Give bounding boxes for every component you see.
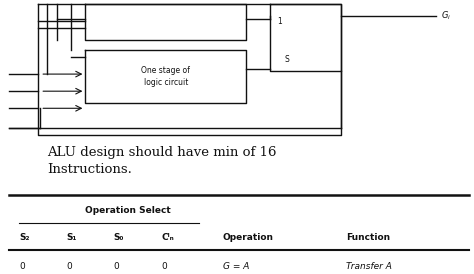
Text: 0: 0	[161, 262, 167, 271]
Text: 0: 0	[66, 262, 72, 271]
Text: Function: Function	[346, 233, 390, 242]
Text: S: S	[284, 55, 289, 64]
Text: 0: 0	[114, 262, 119, 271]
Text: S₁: S₁	[66, 233, 77, 242]
Text: 1: 1	[277, 17, 282, 26]
Text: $G_i$: $G_i$	[441, 9, 451, 22]
Text: ALU design should have min of 16
Instructions.: ALU design should have min of 16 Instruc…	[47, 146, 277, 176]
Text: S₂: S₂	[19, 233, 29, 242]
Text: Cᴵₙ: Cᴵₙ	[161, 233, 174, 242]
Text: 0: 0	[19, 262, 25, 271]
Text: Operation Select: Operation Select	[85, 206, 171, 215]
Text: S₀: S₀	[114, 233, 124, 242]
Text: Transfer A: Transfer A	[346, 262, 392, 271]
Text: Operation: Operation	[223, 233, 274, 242]
Text: One stage of
logic circuit: One stage of logic circuit	[141, 66, 191, 87]
Text: G = A: G = A	[223, 262, 249, 271]
